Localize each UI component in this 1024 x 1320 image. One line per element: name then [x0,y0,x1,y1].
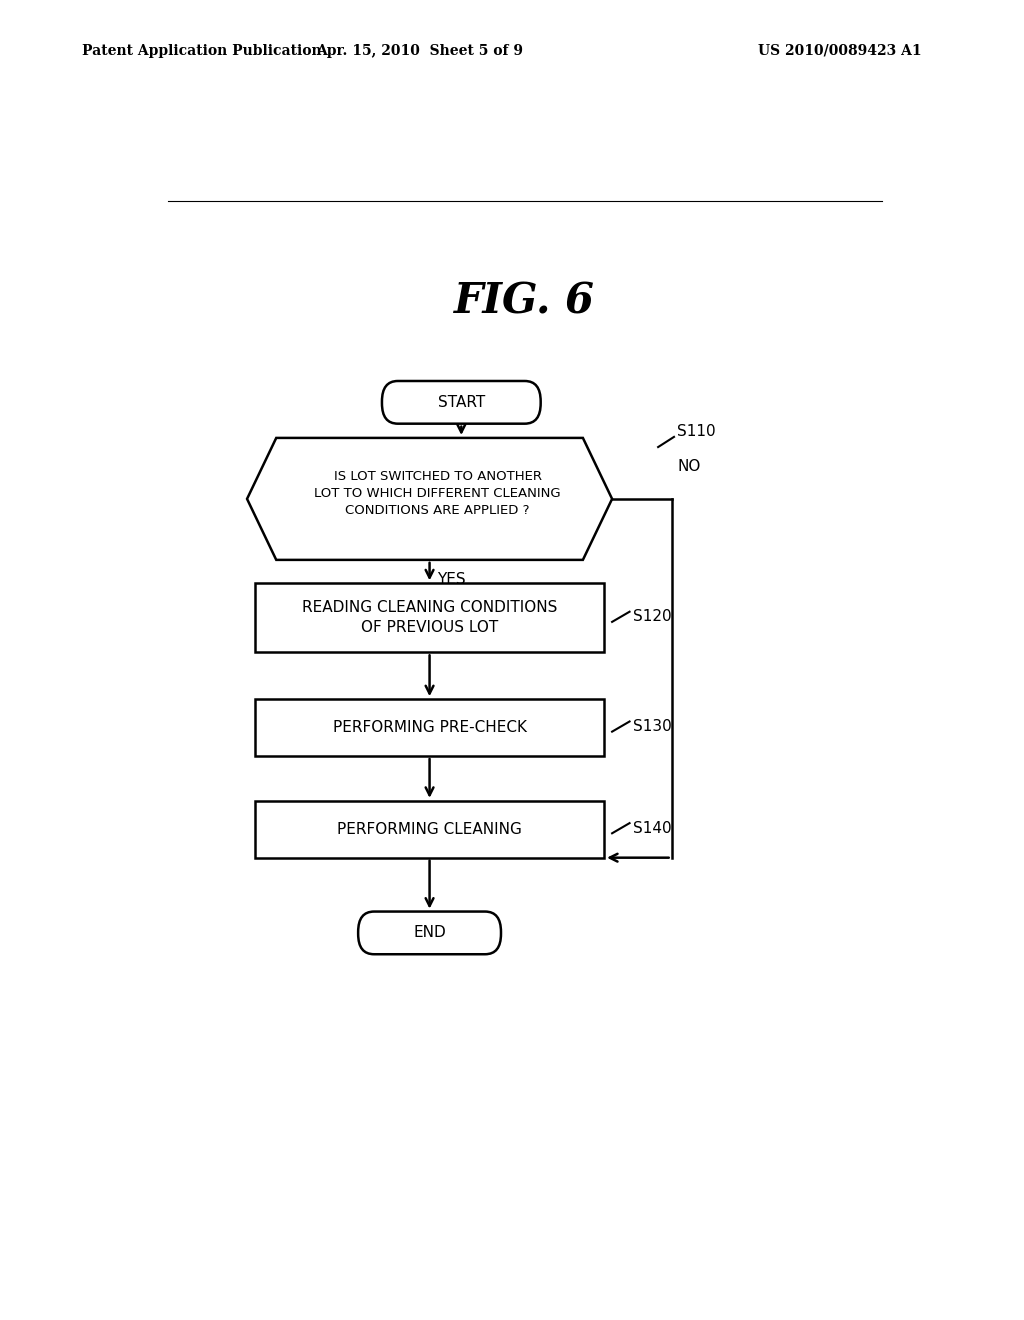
Text: S110: S110 [677,424,716,440]
Text: FIG. 6: FIG. 6 [455,280,595,322]
Polygon shape [247,438,612,560]
Text: NO: NO [677,459,700,474]
Bar [255,801,604,858]
Text: PERFORMING CLEANING: PERFORMING CLEANING [337,822,522,837]
FancyBboxPatch shape [382,381,541,424]
FancyBboxPatch shape [358,912,501,954]
Text: END: END [414,925,445,940]
Text: S130: S130 [633,719,672,734]
Text: READING CLEANING CONDITIONS
OF PREVIOUS LOT: READING CLEANING CONDITIONS OF PREVIOUS … [302,601,557,635]
Text: YES: YES [437,572,466,587]
Text: Patent Application Publication: Patent Application Publication [82,44,322,58]
Text: START: START [437,395,485,409]
Text: IS LOT SWITCHED TO ANOTHER
LOT TO WHICH DIFFERENT CLEANING
CONDITIONS ARE APPLIE: IS LOT SWITCHED TO ANOTHER LOT TO WHICH … [314,470,561,517]
Text: S120: S120 [633,610,672,624]
Bar [255,700,604,756]
Text: US 2010/0089423 A1: US 2010/0089423 A1 [758,44,922,58]
Text: Apr. 15, 2010  Sheet 5 of 9: Apr. 15, 2010 Sheet 5 of 9 [316,44,523,58]
Bar [255,583,604,652]
Text: S140: S140 [633,821,672,836]
Text: PERFORMING PRE-CHECK: PERFORMING PRE-CHECK [333,721,526,735]
